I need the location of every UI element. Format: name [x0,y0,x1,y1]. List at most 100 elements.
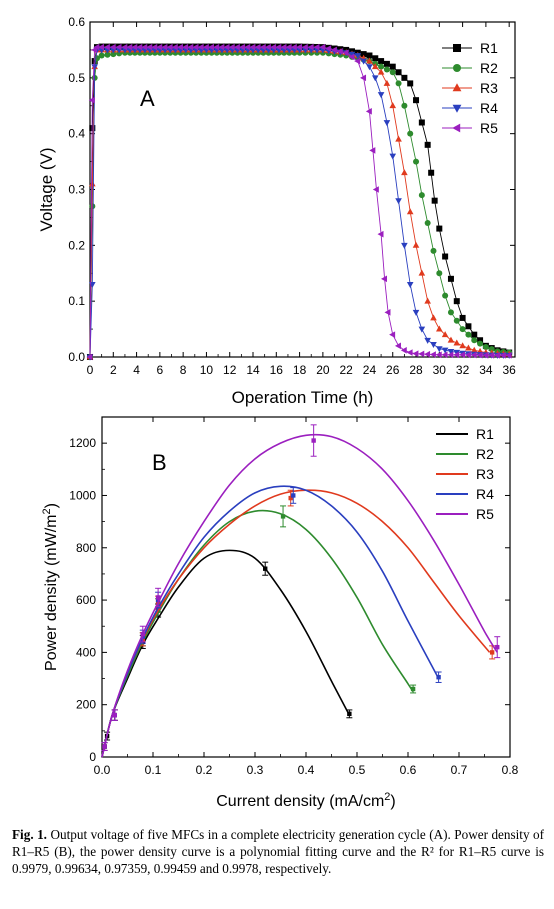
data-point [459,342,466,349]
data-point [453,298,460,305]
x-tick-label: 0.3 [247,763,264,777]
x-tick-label: 34 [479,363,493,377]
data-point [383,66,390,73]
data-point [366,64,373,71]
data-point [424,220,431,226]
data-point [412,309,420,316]
data-point [424,141,431,148]
data-point [400,347,407,354]
y-axis-label: Power density (mW/m2) [41,503,60,671]
data-point [290,43,297,51]
data-point [465,323,472,330]
y-axis-label-main: Power density (mW/m [43,514,60,670]
data-point [418,119,425,126]
data-point [98,43,105,51]
x-tick-label: 0.8 [502,763,519,777]
data-point [465,331,472,338]
x-tick-label: 26 [386,363,400,377]
data-point [412,241,420,248]
series-r2 [101,505,417,758]
x-tick-label: 8 [180,363,187,377]
data-point [447,275,454,282]
data-point [319,43,326,51]
data-point [239,43,246,51]
x-tick-label: 16 [270,363,284,377]
data-point [182,43,189,51]
data-point [493,352,500,359]
data-point [109,43,116,51]
data-point [430,247,437,254]
x-tick-label: 0 [87,363,94,377]
data-point [406,349,413,356]
legend: R1 R2 R3 R4 R5 [436,426,494,522]
data-point [295,43,302,51]
data-point [418,269,426,276]
data-point [151,43,158,51]
legend-label: R1 [476,426,494,442]
data-point [407,130,414,137]
data-point [436,346,443,353]
data-point [360,58,367,65]
data-point [347,711,352,717]
data-point [342,49,349,57]
data-point [161,43,168,51]
data-point [412,350,419,357]
y-tick-label: 200 [76,698,96,712]
data-point [488,352,495,359]
caption-text: Output voltage of five MFCs in a complet… [12,827,545,876]
data-point [476,351,483,359]
data-point [325,45,332,52]
data-point [171,43,178,51]
data-point [223,43,230,51]
data-point [98,52,105,59]
data-point [395,80,402,87]
x-tick-label: 0.7 [451,763,468,777]
data-point [465,344,472,351]
data-point [413,158,420,165]
data-point [192,43,199,51]
data-point [371,75,379,82]
data-point [301,43,308,51]
x-tick-label: 36 [502,363,516,377]
data-point [453,317,460,324]
data-point [285,43,292,51]
x-tick-label: 28 [409,363,423,377]
fit-curve [101,485,440,758]
panel-label: B [152,450,167,475]
data-point [259,43,266,51]
x-axis-label-sup: 2 [384,791,390,803]
data-point [86,353,93,361]
data-point [244,43,251,51]
fit-curve [101,549,351,758]
data-point [156,43,163,51]
data-point [307,43,314,51]
data-point [126,43,133,51]
data-point [131,43,138,51]
data-point [372,55,379,62]
data-point [428,169,435,176]
x-tick-label: 0.5 [349,763,366,777]
data-point [447,336,455,343]
data-point [264,43,271,51]
data-point [377,68,385,75]
x-tick-label: 0.2 [196,763,213,777]
data-point [395,69,402,76]
data-point [348,51,356,58]
data-point [360,74,367,82]
data-point [471,337,478,344]
series-r1 [101,549,353,758]
data-point [311,438,316,443]
data-point [470,351,477,359]
x-tick-label: 0.6 [400,763,417,777]
data-point [330,46,337,54]
data-point [410,686,416,692]
data-point [424,337,431,344]
data-point [424,350,431,358]
data-point [453,339,461,346]
data-point [218,43,225,51]
y-tick-label: 1200 [69,436,96,450]
x-axis-label: Current density (mA/cm2) [216,791,396,810]
data-point [442,253,449,260]
data-point [208,43,215,51]
data-point [418,350,425,358]
